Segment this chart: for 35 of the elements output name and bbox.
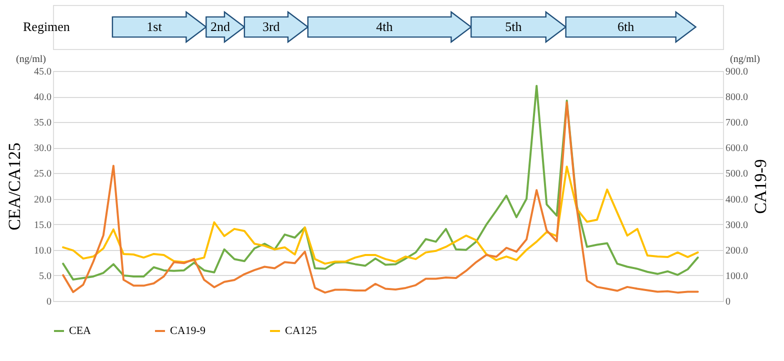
- y2-tick-label: 0: [726, 296, 730, 308]
- y2-tick-label: 600.0: [726, 143, 748, 154]
- text: 6th: [617, 19, 635, 34]
- y2-tick-label: 200.0: [726, 245, 748, 256]
- y-tick-label: 45.0: [34, 66, 52, 78]
- y-tick-label: 20.0: [34, 194, 52, 206]
- text: 3rd: [262, 19, 280, 34]
- text: 1st: [146, 19, 162, 34]
- y-tick-label: 40.0: [34, 92, 52, 104]
- y2-tick-label: 100.0: [726, 270, 748, 282]
- y2-tick-label: 700.0: [726, 118, 748, 129]
- y2-tick-label: 800.0: [726, 92, 748, 104]
- text: 2nd: [210, 19, 230, 34]
- y2-tick-label: 500.0: [726, 168, 748, 180]
- y-axis-title: CEA/CA125: [5, 142, 24, 230]
- text: 5th: [505, 19, 522, 34]
- text: (ng/ml): [730, 54, 760, 65]
- y-tick-label: 10.0: [34, 245, 52, 256]
- y2-axis-title: CA19-9: [751, 159, 770, 214]
- y-tick-label: 30.0: [34, 143, 52, 154]
- y2-tick-label: 300.0: [726, 220, 748, 231]
- y-tick-label: 25.0: [34, 168, 52, 180]
- legend-label: CA19-9: [170, 325, 206, 337]
- text: 4th: [376, 19, 394, 34]
- y-tick-label: 5.0: [39, 270, 52, 282]
- y-tick-label: 35.0: [34, 118, 52, 129]
- y2-tick-label: 900.0: [726, 66, 748, 78]
- y-tick-label: 15.0: [34, 220, 52, 231]
- text: (ng/ml): [16, 54, 46, 65]
- legend-label: CA125: [285, 325, 318, 337]
- y-tick-label: 0: [46, 296, 52, 308]
- line-series: [62, 166, 699, 265]
- legend-label: CEA: [69, 325, 92, 337]
- y2-tick-label: 400.0: [726, 194, 748, 206]
- text: Regimen: [23, 19, 70, 34]
